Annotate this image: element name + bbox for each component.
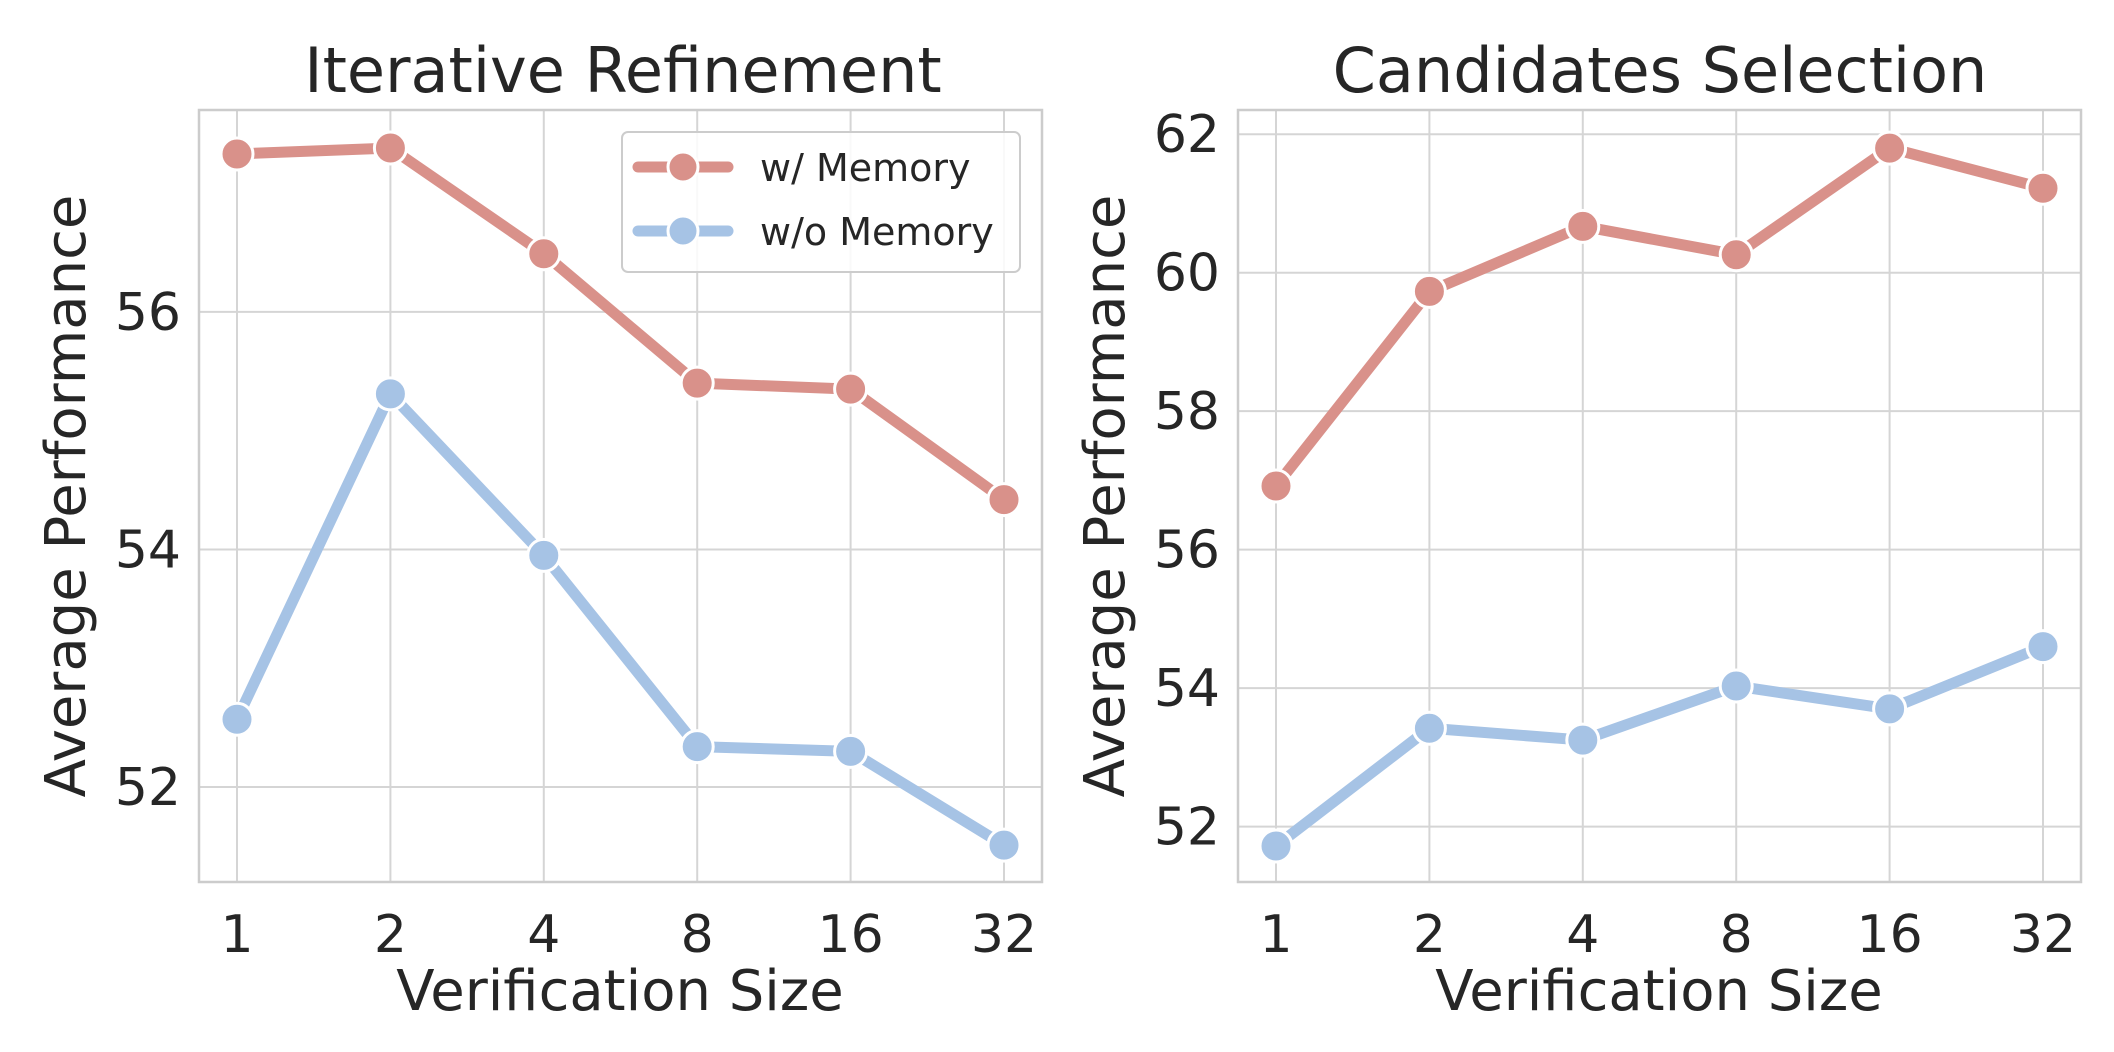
panel-candidates-selection: Candidates Selection 52 54 56 58 60 62 1 2 4 8 16… <box>1073 34 2083 1024</box>
x-tick-label: 8 <box>681 905 714 965</box>
data-point <box>679 729 715 765</box>
legend-label-without-memory: w/o Memory <box>760 210 994 254</box>
data-point <box>1718 237 1754 273</box>
data-point <box>219 136 255 172</box>
x-tick-label: 4 <box>527 905 560 965</box>
x-axis-label: Verification Size <box>396 959 843 1024</box>
data-point <box>1565 722 1601 758</box>
y-tick-label: 60 <box>1154 244 1220 304</box>
y-axis-label: Average Performance <box>34 195 99 798</box>
panel-title: Candidates Selection <box>1333 34 1988 107</box>
y-tick-label: 54 <box>115 520 181 580</box>
x-tick-label: 16 <box>818 905 884 965</box>
x-ticks: 1 2 4 8 16 32 <box>220 905 1037 965</box>
x-tick-label: 1 <box>1259 905 1292 965</box>
x-axis-label: Verification Size <box>1435 959 1882 1024</box>
data-point <box>526 537 562 573</box>
x-tick-label: 8 <box>1720 905 1753 965</box>
legend: w/ Memory w/o Memory <box>621 131 1021 273</box>
y-ticks: 52 54 56 58 60 62 <box>1154 105 1220 857</box>
y-axis-label: Average Performance <box>1073 195 1138 798</box>
series-w-o-memory <box>219 376 1022 863</box>
data-point <box>1258 468 1294 504</box>
data-point <box>2025 629 2061 665</box>
series-line <box>1270 142 2049 492</box>
y-tick-label: 52 <box>115 758 181 818</box>
data-point <box>986 482 1022 518</box>
data-point <box>526 236 562 272</box>
series <box>1258 130 2061 864</box>
x-tick-label: 32 <box>971 905 1037 965</box>
data-point <box>833 733 869 769</box>
data-point <box>219 701 255 737</box>
data-point <box>679 365 715 401</box>
series-line <box>231 142 1010 506</box>
data-point <box>1872 130 1908 166</box>
legend-marker-without-memory <box>666 214 700 248</box>
x-ticks: 1 2 4 8 16 32 <box>1259 905 2076 965</box>
data-point <box>833 371 869 407</box>
x-tick-label: 1 <box>220 905 253 965</box>
y-tick-label: 56 <box>1154 521 1220 581</box>
y-tick-label: 58 <box>1154 382 1220 442</box>
series-w-memory <box>1258 130 2061 504</box>
y-tick-label: 56 <box>115 283 181 343</box>
series-w-memory <box>219 130 1022 518</box>
legend-marker-with-memory <box>666 150 700 184</box>
data-point <box>986 827 1022 863</box>
grid <box>1238 110 2081 882</box>
panel-title: Iterative Refinement <box>304 34 941 107</box>
series <box>219 130 1022 863</box>
y-tick-label: 54 <box>1154 659 1220 719</box>
data-point <box>2025 170 2061 206</box>
data-point <box>1718 668 1754 704</box>
y-tick-label: 62 <box>1154 105 1220 165</box>
data-point <box>1872 691 1908 727</box>
x-tick-label: 32 <box>2010 905 2076 965</box>
plot-area <box>197 108 1044 884</box>
data-point <box>372 130 408 166</box>
x-tick-label: 2 <box>1413 905 1446 965</box>
data-point <box>372 376 408 412</box>
data-point <box>1258 828 1294 864</box>
x-tick-label: 16 <box>1857 905 1923 965</box>
x-tick-label: 2 <box>374 905 407 965</box>
x-tick-label: 4 <box>1566 905 1599 965</box>
series-w-o-memory <box>1258 629 2061 864</box>
plot-area <box>1236 108 2083 884</box>
data-point <box>1411 273 1447 309</box>
data-point <box>1411 710 1447 746</box>
series-line <box>1270 641 2049 852</box>
y-ticks: 52 54 56 <box>115 283 181 818</box>
panel-iterative-refinement: Iterative Refinement 52 54 56 1 2 4 8 16 32 Ver… <box>34 34 1044 1024</box>
legend-label-with-memory: w/ Memory <box>760 146 971 190</box>
series-line <box>231 388 1010 851</box>
y-tick-label: 52 <box>1154 798 1220 858</box>
data-point <box>1565 208 1601 244</box>
